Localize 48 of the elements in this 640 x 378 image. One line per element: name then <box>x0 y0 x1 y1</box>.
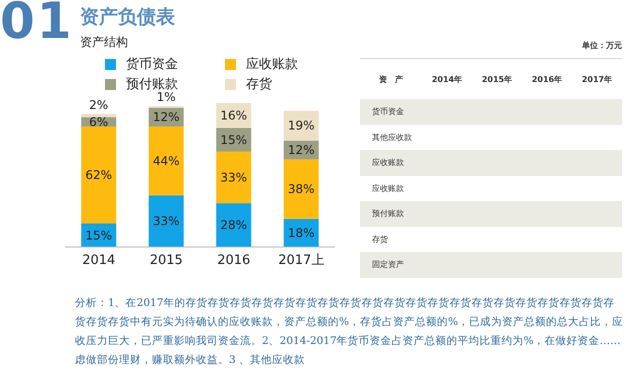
y-tick-label: 应收账款 <box>371 182 405 194</box>
x-tick-label: 2015 <box>150 253 183 268</box>
bar <box>216 203 252 247</box>
data-label: 1% <box>156 90 176 104</box>
text: 分析：1、在2017年的存货存货存货存货存货存货存货存货存货存货存货存货存货存货存货存货存货存货存货存货存货存货中有元实为待确认的应收账款，资产总额的%，存货占资产总额的%，已成为资产总额的总大占比，应收压力巨大，已严重影响我司资金流。2、2014-2017年货币资金占资产总额的平均比重约为%，在做好资金……虑做部份理财，赚取额外收益。3 、其他应收款 <box>75 296 624 368</box>
legend-label: 应收账款 <box>246 56 298 73</box>
bar <box>216 152 252 204</box>
x-tick-label: 2016年 <box>530 74 564 84</box>
y-tick-label: 预付账款 <box>371 208 405 220</box>
y-tick-label: 其他应收款 <box>371 132 413 143</box>
x-tick-label: 2014 <box>82 253 116 268</box>
data-label: 62% <box>85 168 112 182</box>
y-tick-label: 固定资产 <box>371 259 405 270</box>
chart-title: 资产负债表 <box>80 5 175 30</box>
data-label: 12% <box>288 142 315 157</box>
data-label: 19% <box>288 118 315 133</box>
data-label: 18% <box>288 226 315 240</box>
legend-label: 存货 <box>246 76 272 93</box>
data-label: 33% <box>220 170 248 184</box>
x-tick-label: 2017上 <box>278 253 324 268</box>
chart-subtitle: 单位：万元 <box>581 40 622 52</box>
bar <box>284 159 319 219</box>
bar <box>81 126 116 224</box>
data-label: 15% <box>220 132 248 147</box>
data-label: 15% <box>85 228 112 242</box>
y-axis-title: 资 产 <box>378 74 404 84</box>
data-label: 33% <box>152 214 180 228</box>
text: 01 <box>0 0 74 50</box>
bar <box>148 195 184 247</box>
data-label: 16% <box>220 108 248 123</box>
data-label: 12% <box>152 110 180 124</box>
legend-label: 预付账款 <box>126 76 178 92</box>
chart-subtitle: 资产结构 <box>80 34 128 51</box>
bar <box>148 126 184 196</box>
x-tick-label: 2015年 <box>480 74 514 84</box>
y-tick-label: 应收账款 <box>371 157 405 168</box>
data-label: 44% <box>152 154 180 168</box>
y-tick-label: 存货 <box>371 234 389 245</box>
data-label: 2% <box>89 98 108 112</box>
data-label: 38% <box>288 182 315 196</box>
x-tick-label: 2016 <box>217 253 250 268</box>
data-label: 6% <box>89 114 108 129</box>
bar <box>81 114 116 118</box>
x-tick-label: 2014年 <box>430 74 464 84</box>
legend-label: 货币资金 <box>126 56 178 73</box>
y-tick-label: 货币资金 <box>371 106 405 118</box>
x-tick-label: 2017年 <box>580 74 614 84</box>
data-label: 28% <box>220 218 248 232</box>
